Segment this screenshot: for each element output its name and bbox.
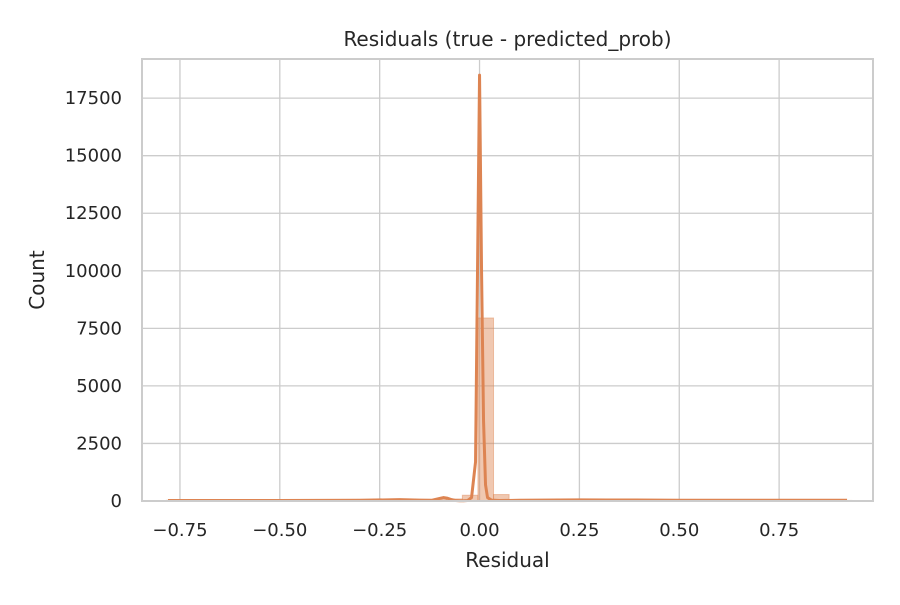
y-tick-label: 12500 xyxy=(65,203,122,224)
x-tick-label: −0.25 xyxy=(352,520,407,541)
x-tick-label: −0.75 xyxy=(152,520,207,541)
x-axis-ticks: −0.75 −0.50 −0.25 0.00 0.25 0.50 0.75 xyxy=(152,520,799,541)
grid-layer xyxy=(142,59,873,501)
x-axis-label: Residual xyxy=(465,548,549,572)
y-tick-label: 15000 xyxy=(65,146,122,167)
y-axis-label: Count xyxy=(25,250,49,310)
x-tick-label: 0.00 xyxy=(459,520,499,541)
kde-line xyxy=(168,75,847,501)
y-tick-label: 7500 xyxy=(76,318,122,339)
y-axis-ticks: 0 2500 5000 7500 10000 12500 15000 17500 xyxy=(65,88,122,512)
y-tick-label: 10000 xyxy=(65,261,122,282)
x-tick-label: 0.75 xyxy=(759,520,799,541)
x-tick-label: 0.25 xyxy=(559,520,599,541)
y-tick-label: 17500 xyxy=(65,88,122,109)
y-tick-label: 0 xyxy=(111,491,122,512)
plot-frame xyxy=(142,59,873,501)
y-tick-label: 5000 xyxy=(76,376,122,397)
bars-layer xyxy=(166,318,851,501)
chart-title: Residuals (true - predicted_prob) xyxy=(343,27,671,51)
x-tick-label: −0.50 xyxy=(252,520,307,541)
x-tick-label: 0.50 xyxy=(659,520,699,541)
kde-layer xyxy=(168,75,847,501)
y-tick-label: 2500 xyxy=(76,433,122,454)
